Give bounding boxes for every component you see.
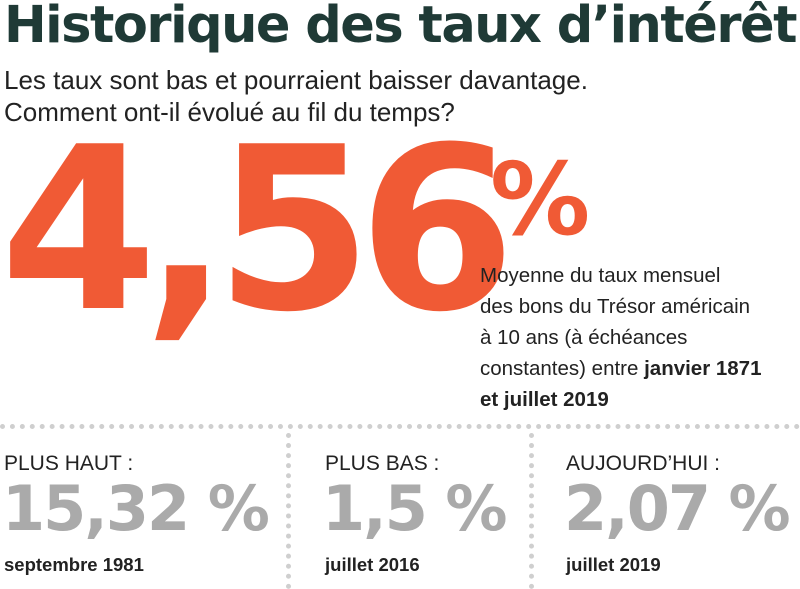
- stat-highest-label: PLUS HAUT :: [4, 452, 134, 475]
- description-line-2: des bons du Trésor américain: [480, 295, 751, 318]
- description-line-5: et juillet 2019: [480, 384, 798, 415]
- description-end-date: et juillet 2019: [480, 388, 609, 411]
- stat-today-date: juillet 2019: [566, 554, 661, 575]
- stat-highest-value: 15,32 %: [2, 472, 270, 545]
- subtitle-line-1: Les taux sont bas et pourraient baisser …: [4, 65, 588, 95]
- description-line-4-text: constantes) entre: [480, 357, 645, 380]
- vertical-dotted-divider-2: [529, 433, 534, 589]
- stat-highest-date: septembre 1981: [4, 554, 144, 575]
- description-start-date: janvier 1871: [644, 357, 762, 380]
- stat-today-value: 2,07 %: [564, 472, 791, 545]
- subtitle-line-2: Comment ont-il évolué au fil du temps?: [4, 97, 455, 127]
- average-rate-description: Moyenne du taux mensuel des bons du Trés…: [480, 260, 798, 415]
- average-rate-percent-sign: %: [490, 141, 591, 258]
- page-title: Historique des taux d’intérêt: [4, 0, 797, 55]
- description-line-1: Moyenne du taux mensuel: [480, 264, 721, 287]
- stat-lowest-label: PLUS BAS :: [325, 452, 440, 475]
- description-line-3: à 10 ans (à échéances: [480, 326, 688, 349]
- description-line-4: constantes) entre janvier 1871: [480, 353, 798, 384]
- stat-today-label: AUJOURD’HUI :: [566, 452, 721, 475]
- average-rate-value: 4,56: [0, 99, 516, 362]
- stat-lowest-value: 1,5 %: [322, 472, 508, 545]
- vertical-dotted-divider-1: [286, 433, 291, 589]
- horizontal-dotted-divider: [0, 424, 800, 429]
- stat-lowest-date: juillet 2016: [325, 554, 420, 575]
- page-subtitle: Les taux sont bas et pourraient baisser …: [4, 64, 794, 128]
